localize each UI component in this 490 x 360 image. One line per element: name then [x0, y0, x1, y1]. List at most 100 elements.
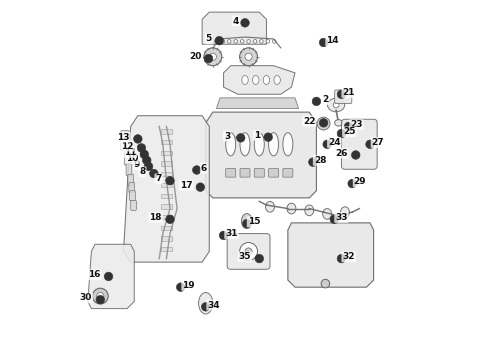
Ellipse shape — [287, 203, 296, 214]
Circle shape — [201, 302, 210, 311]
Ellipse shape — [240, 133, 250, 156]
Circle shape — [260, 40, 263, 43]
Circle shape — [323, 140, 331, 149]
Circle shape — [319, 38, 328, 47]
Circle shape — [193, 166, 201, 174]
FancyBboxPatch shape — [269, 168, 279, 177]
Bar — [161, 183, 172, 187]
FancyBboxPatch shape — [335, 90, 352, 104]
Text: 20: 20 — [189, 52, 201, 61]
Circle shape — [319, 118, 328, 127]
Circle shape — [237, 134, 245, 142]
Circle shape — [149, 169, 158, 178]
FancyBboxPatch shape — [128, 174, 134, 185]
Circle shape — [227, 40, 231, 43]
Circle shape — [351, 151, 360, 159]
Text: 23: 23 — [350, 120, 363, 129]
Circle shape — [140, 150, 148, 158]
Text: 32: 32 — [343, 252, 355, 261]
Bar — [161, 140, 172, 144]
Ellipse shape — [341, 207, 349, 217]
Circle shape — [176, 283, 185, 292]
Circle shape — [240, 48, 258, 66]
Circle shape — [317, 117, 330, 130]
Text: 8: 8 — [139, 167, 146, 176]
Circle shape — [348, 179, 356, 188]
Polygon shape — [202, 12, 267, 44]
FancyBboxPatch shape — [227, 234, 270, 269]
Circle shape — [196, 183, 205, 192]
Text: 35: 35 — [239, 252, 251, 261]
FancyBboxPatch shape — [131, 201, 136, 210]
FancyBboxPatch shape — [342, 119, 377, 169]
Ellipse shape — [327, 98, 344, 112]
Text: 17: 17 — [180, 181, 193, 190]
Text: 24: 24 — [328, 138, 341, 147]
Text: 9: 9 — [134, 160, 140, 169]
FancyBboxPatch shape — [124, 150, 131, 165]
FancyBboxPatch shape — [121, 131, 129, 151]
Circle shape — [241, 18, 249, 27]
Circle shape — [209, 53, 217, 60]
Circle shape — [337, 129, 346, 138]
Circle shape — [321, 279, 330, 288]
Polygon shape — [288, 223, 373, 287]
Ellipse shape — [252, 76, 259, 85]
FancyBboxPatch shape — [130, 191, 135, 201]
Ellipse shape — [274, 76, 280, 85]
Ellipse shape — [305, 205, 314, 216]
Circle shape — [240, 243, 258, 260]
Polygon shape — [217, 98, 298, 109]
Circle shape — [337, 254, 346, 263]
Text: 29: 29 — [354, 177, 367, 186]
Bar — [161, 161, 172, 166]
Text: 18: 18 — [149, 213, 162, 222]
Bar — [161, 226, 172, 230]
Text: 2: 2 — [322, 95, 328, 104]
Text: 5: 5 — [205, 35, 212, 44]
Circle shape — [220, 231, 228, 240]
Polygon shape — [223, 66, 295, 94]
Circle shape — [330, 215, 339, 224]
Text: 11: 11 — [123, 148, 136, 157]
Text: 14: 14 — [326, 36, 339, 45]
Ellipse shape — [283, 133, 293, 156]
Ellipse shape — [254, 133, 264, 156]
Circle shape — [221, 40, 224, 43]
Ellipse shape — [226, 133, 236, 156]
FancyBboxPatch shape — [226, 168, 236, 177]
Circle shape — [166, 176, 174, 185]
Text: 26: 26 — [335, 149, 348, 158]
Bar — [161, 172, 172, 176]
Circle shape — [245, 53, 252, 60]
Circle shape — [96, 296, 104, 304]
FancyBboxPatch shape — [254, 168, 264, 177]
Bar — [161, 151, 172, 155]
Polygon shape — [123, 116, 209, 262]
Circle shape — [272, 40, 276, 43]
Text: 22: 22 — [303, 117, 316, 126]
Ellipse shape — [242, 213, 252, 229]
Circle shape — [243, 219, 251, 228]
Text: 7: 7 — [155, 175, 162, 184]
Text: 4: 4 — [233, 17, 239, 26]
Text: 1: 1 — [254, 131, 260, 140]
Ellipse shape — [198, 293, 213, 314]
Text: 27: 27 — [371, 138, 384, 147]
Text: 13: 13 — [117, 132, 130, 141]
Circle shape — [215, 36, 223, 45]
Ellipse shape — [269, 133, 279, 156]
Ellipse shape — [263, 76, 270, 85]
Circle shape — [245, 248, 252, 255]
Circle shape — [143, 156, 151, 165]
Circle shape — [93, 288, 108, 304]
Bar — [161, 194, 172, 198]
Circle shape — [255, 254, 264, 263]
FancyBboxPatch shape — [283, 168, 293, 177]
Text: 19: 19 — [182, 281, 195, 290]
Ellipse shape — [335, 120, 343, 126]
Circle shape — [344, 122, 353, 131]
Circle shape — [241, 40, 244, 43]
Bar — [161, 204, 172, 208]
FancyBboxPatch shape — [126, 163, 132, 176]
